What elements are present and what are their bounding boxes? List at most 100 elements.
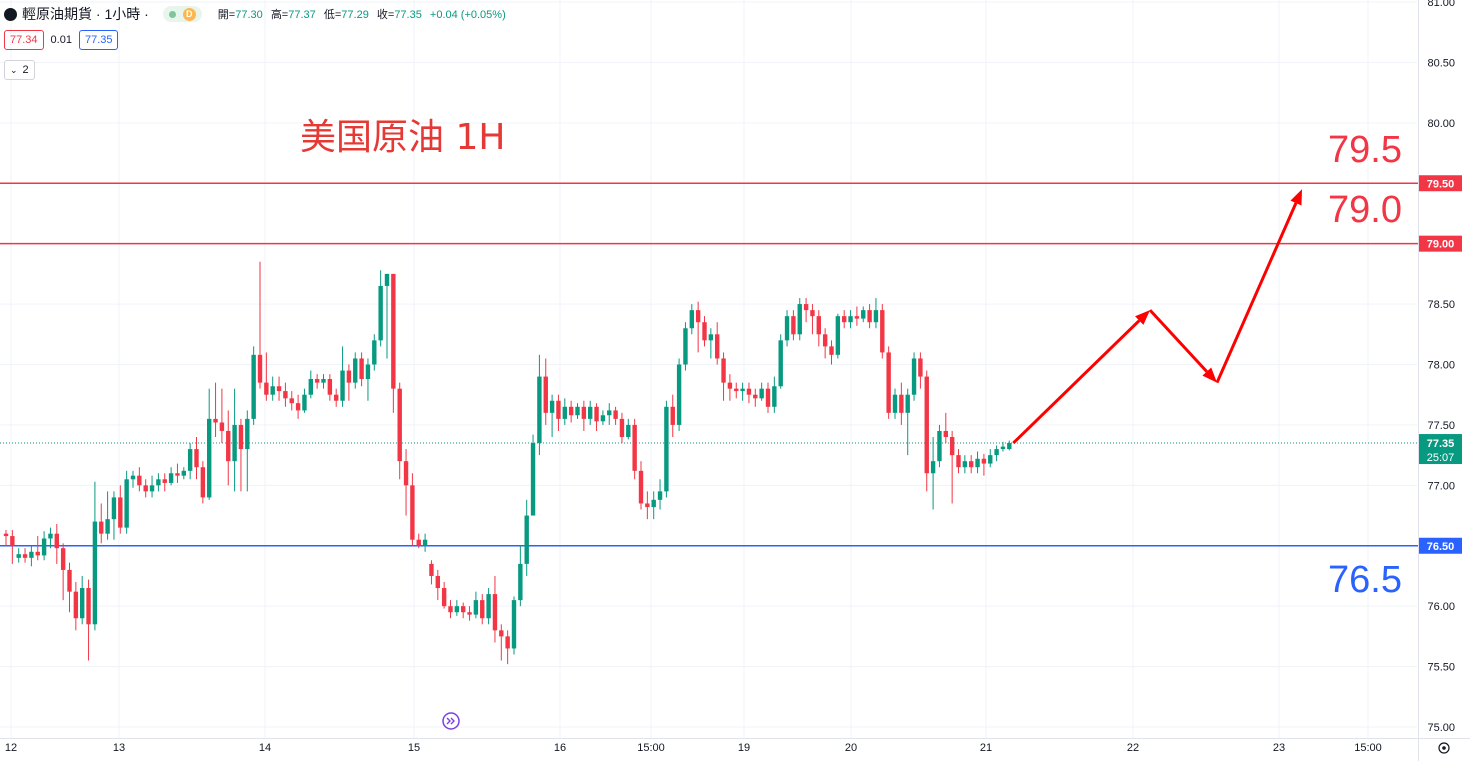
current-price-tag xyxy=(1419,434,1462,465)
candle-body xyxy=(638,470,644,504)
price-level-tag xyxy=(1419,175,1462,192)
candle-body xyxy=(746,388,752,395)
candle-body xyxy=(530,443,536,516)
candle-body xyxy=(556,400,561,419)
candle-body xyxy=(861,310,866,319)
chevron-down-icon: ⌄ xyxy=(10,64,18,75)
settings-gear-icon xyxy=(1438,742,1450,754)
candle-body xyxy=(60,548,66,570)
candle-body xyxy=(353,358,358,383)
candle-body xyxy=(454,606,460,613)
candle-body xyxy=(619,418,625,437)
candle-body xyxy=(314,379,320,383)
ohlc-values: 開=77.30 高=77.37 低=77.29 收=77.35 +0.04 (+… xyxy=(218,6,511,22)
candle-body xyxy=(505,636,510,649)
candle-body xyxy=(645,503,650,508)
candle-body xyxy=(187,449,193,471)
price-level-tag-label: 79.50 xyxy=(1427,178,1455,190)
candle-body xyxy=(537,376,542,444)
high-value: 77.37 xyxy=(288,9,316,21)
candle-body xyxy=(969,461,974,468)
forecast-arrow-head xyxy=(1290,189,1302,206)
indicators-toggle[interactable]: ⌄ 2 xyxy=(4,60,35,80)
candle-body xyxy=(791,316,796,335)
level-annotation: 79.0 xyxy=(1328,189,1402,231)
x-tick-label: 15:00 xyxy=(637,742,665,754)
candle-body xyxy=(219,422,225,431)
candle-body xyxy=(149,485,155,492)
candle-body xyxy=(664,406,669,492)
bar-countdown-label: 25:07 xyxy=(1427,452,1455,464)
candle-body xyxy=(740,388,745,392)
candle-body xyxy=(416,539,421,546)
candle-body xyxy=(245,418,250,450)
candle-body xyxy=(48,533,53,539)
event-marker-icon[interactable] xyxy=(442,712,460,730)
candle-body xyxy=(340,370,345,401)
candle-body xyxy=(22,554,28,558)
candle-body xyxy=(168,473,174,483)
x-tick-label: 15:00 xyxy=(1354,742,1382,754)
close-label: 收= xyxy=(376,9,395,21)
symbol-title[interactable]: 輕原油期貨 · 1小時 · xyxy=(22,6,149,22)
candle-body xyxy=(137,475,142,486)
candle-body xyxy=(461,606,466,613)
candle-body xyxy=(10,536,15,546)
candle-body xyxy=(607,410,612,416)
forecast-arrow-line xyxy=(1012,319,1141,445)
candle-body xyxy=(880,310,885,353)
candle-body xyxy=(308,379,313,395)
candle-body xyxy=(422,539,428,546)
candle-body xyxy=(899,394,904,413)
candle-body xyxy=(346,370,352,383)
candle-body xyxy=(708,334,714,341)
candle-body xyxy=(575,406,580,416)
candle-body xyxy=(778,340,783,387)
candle-body xyxy=(727,382,733,389)
price-level-tag-label: 79.00 xyxy=(1427,239,1455,251)
candle-body xyxy=(270,386,275,395)
candle-body xyxy=(937,430,942,462)
candle-body xyxy=(734,388,739,392)
candle-body xyxy=(683,328,688,365)
candle-body xyxy=(403,461,409,486)
candle-body xyxy=(1007,443,1012,450)
sell-button[interactable]: 77.34 xyxy=(4,30,44,50)
price-axis[interactable]: 75.00 75.50 76.00 76.50 77.00 77.50 78.00 78.50… xyxy=(1418,0,1463,761)
candle-body xyxy=(632,424,637,471)
spread-value: 0.01 xyxy=(50,34,72,46)
candle-body xyxy=(765,388,771,407)
candle-body xyxy=(715,334,720,359)
candle-body xyxy=(365,364,371,379)
candle-body xyxy=(702,322,707,341)
delayed-data-badge: D xyxy=(182,7,196,21)
x-tick-label: 20 xyxy=(845,742,857,754)
change-value: +0.04 (+0.05%) xyxy=(429,9,506,21)
candle-body xyxy=(448,606,453,613)
candle-body xyxy=(156,479,161,486)
candle-body xyxy=(391,273,396,389)
market-status[interactable]: D xyxy=(162,6,202,22)
candle-body xyxy=(226,430,231,462)
candle-body xyxy=(92,521,98,625)
candle-body xyxy=(549,400,555,413)
candle-body xyxy=(1000,446,1006,450)
candle-body xyxy=(651,499,656,508)
forecast-arrow-head xyxy=(1135,310,1150,325)
buy-button[interactable]: 77.35 xyxy=(78,30,119,50)
event-marker-glyph xyxy=(446,717,455,725)
candle-body xyxy=(124,479,129,528)
candle-body xyxy=(981,458,987,464)
annotations: 美国原油 1H 79.5 79.0 76.5 xyxy=(300,117,1402,730)
candle-body xyxy=(835,316,841,355)
open-value: 77.30 xyxy=(235,9,263,21)
candle-body xyxy=(594,406,599,422)
level-annotation: 79.5 xyxy=(1328,129,1402,171)
candle-body xyxy=(384,273,390,286)
symbol-logo-icon xyxy=(4,7,17,21)
time-axis[interactable]: 12 13 14 15 16 15:00 19 20 21 22 23 15:00 xyxy=(0,738,1470,755)
candle-body xyxy=(613,410,618,419)
candle-body xyxy=(689,310,694,329)
x-tick-label: 15 xyxy=(408,742,420,754)
